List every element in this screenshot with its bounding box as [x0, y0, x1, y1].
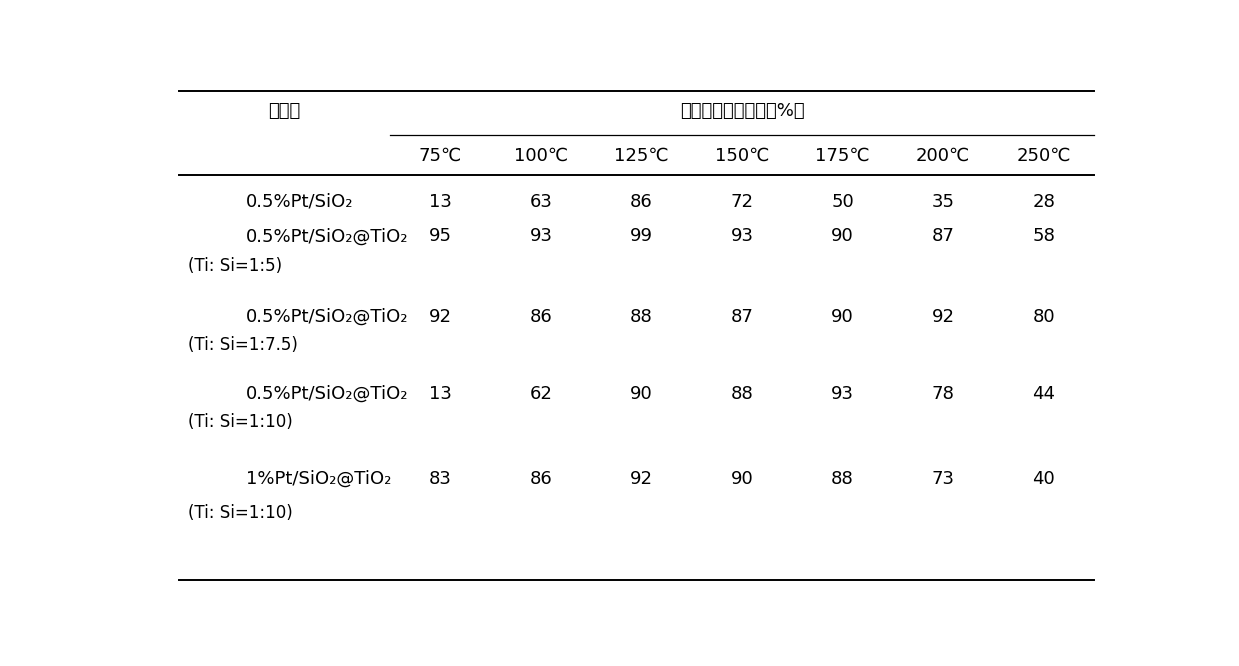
Text: 13: 13 — [429, 385, 452, 403]
Text: 28: 28 — [1032, 193, 1056, 211]
Text: 87: 87 — [932, 227, 954, 245]
Text: 44: 44 — [1032, 385, 1056, 403]
Text: 95: 95 — [429, 227, 452, 245]
Text: 0.5%Pt/SiO₂@TiO₂: 0.5%Pt/SiO₂@TiO₂ — [247, 227, 409, 245]
Text: 90: 90 — [631, 385, 653, 403]
Text: 100℃: 100℃ — [514, 147, 567, 165]
Text: 92: 92 — [932, 308, 955, 326]
Text: 86: 86 — [631, 193, 653, 211]
Text: 40: 40 — [1032, 470, 1056, 488]
Text: 92: 92 — [629, 470, 653, 488]
Text: 73: 73 — [932, 470, 955, 488]
Text: 0.5%Pt/SiO₂@TiO₂: 0.5%Pt/SiO₂@TiO₂ — [247, 308, 409, 326]
Text: 0.5%Pt/SiO₂: 0.5%Pt/SiO₂ — [247, 193, 353, 211]
Text: 62: 62 — [529, 385, 553, 403]
Text: 50: 50 — [831, 193, 854, 211]
Text: 150℃: 150℃ — [715, 147, 769, 165]
Text: 催化剂: 催化剂 — [269, 102, 301, 120]
Text: 88: 88 — [831, 470, 854, 488]
Text: 72: 72 — [731, 193, 753, 211]
Text: (Ti: Si=1:10): (Ti: Si=1:10) — [188, 504, 294, 522]
Text: 90: 90 — [731, 470, 753, 488]
Text: 86: 86 — [529, 470, 553, 488]
Text: 86: 86 — [529, 308, 553, 326]
Text: (Ti: Si=1:7.5): (Ti: Si=1:7.5) — [188, 336, 299, 354]
Text: 78: 78 — [932, 385, 954, 403]
Text: 99: 99 — [629, 227, 653, 245]
Text: 75℃: 75℃ — [419, 147, 462, 165]
Text: 250℃: 250℃ — [1016, 147, 1070, 165]
Text: 63: 63 — [529, 193, 553, 211]
Text: 200℃: 200℃ — [916, 147, 970, 165]
Text: 13: 13 — [429, 193, 452, 211]
Text: 氮氧化物的转化率（%）: 氮氧化物的转化率（%） — [680, 102, 804, 120]
Text: 125℃: 125℃ — [615, 147, 669, 165]
Text: 35: 35 — [932, 193, 955, 211]
Text: 175℃: 175℃ — [815, 147, 870, 165]
Text: 80: 80 — [1032, 308, 1056, 326]
Text: 92: 92 — [429, 308, 452, 326]
Text: 0.5%Pt/SiO₂@TiO₂: 0.5%Pt/SiO₂@TiO₂ — [247, 385, 409, 403]
Text: 88: 88 — [731, 385, 753, 403]
Text: 93: 93 — [731, 227, 753, 245]
Text: 93: 93 — [831, 385, 854, 403]
Text: 88: 88 — [631, 308, 653, 326]
Text: 58: 58 — [1032, 227, 1056, 245]
Text: (Ti: Si=1:5): (Ti: Si=1:5) — [188, 256, 282, 274]
Text: 90: 90 — [831, 227, 854, 245]
Text: 93: 93 — [529, 227, 553, 245]
Text: 87: 87 — [731, 308, 753, 326]
Text: 83: 83 — [429, 470, 452, 488]
Text: 90: 90 — [831, 308, 854, 326]
Text: (Ti: Si=1:10): (Ti: Si=1:10) — [188, 413, 294, 431]
Text: 1%Pt/SiO₂@TiO₂: 1%Pt/SiO₂@TiO₂ — [247, 470, 392, 488]
